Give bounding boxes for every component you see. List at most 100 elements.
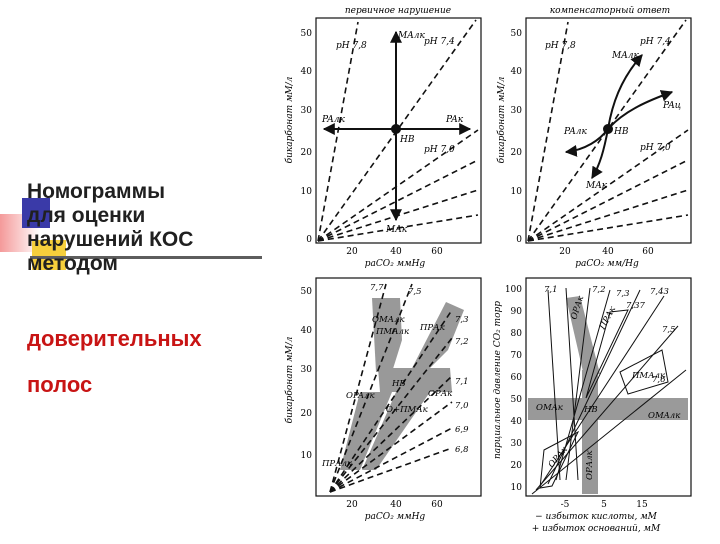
panel-4-ph-7-1: 7,1 — [544, 285, 558, 295]
panel-3-isopleth — [329, 283, 387, 493]
panel-2-isopleth — [527, 21, 569, 242]
title-line-2: для оценки — [27, 204, 146, 227]
panel-2-label-ph78: pH 7,8 — [545, 41, 576, 51]
panel-4: парциальное давление CO₂ торр 100 90 80 … — [493, 277, 692, 534]
title-line-1: Номограммы — [27, 180, 166, 203]
panel-4-label-nv: НВ — [583, 405, 598, 415]
panel-3-label-opmak: О+ПМАк — [386, 405, 429, 415]
title-line-4: методом — [27, 252, 118, 275]
panel-3-ylabel: бикарбонат мМ/л — [284, 336, 295, 423]
panel-3-xlabel: paCO₂ ммHg — [365, 512, 426, 522]
panel-1-isopleth — [317, 214, 479, 242]
panel-1-ytick-10: 10 — [301, 187, 313, 197]
panel-2-label-ralk: PAлк — [563, 127, 587, 137]
panel-3: бикарбонат мМ/л 50 40 30 20 10 20 40 60 … — [284, 277, 482, 522]
panel-2-ytick-20: 20 — [511, 148, 523, 158]
panel-4-frame — [525, 277, 692, 497]
panel-1-ylabel: бикарбонат мМ/л — [284, 76, 295, 163]
panel-2-ylabel: бикарбонат мМ/л — [496, 76, 507, 163]
panel-3-xtick-20: 20 — [346, 500, 358, 510]
panel-3-band — [362, 392, 430, 470]
panel-2-label-mak: MAк — [585, 181, 608, 191]
panel-2-ytick-40: 40 — [511, 67, 523, 77]
panel-3-ph-7-7: 7,7 — [370, 283, 384, 293]
panel-2-isopleth — [527, 159, 689, 242]
panel-1-xtick-60: 60 — [431, 247, 443, 257]
panel-4-ytick-40: 40 — [511, 417, 523, 427]
panel-4-isopleth — [535, 325, 679, 491]
panel-4-isopleth — [531, 369, 687, 495]
panel-3-xtick-60: 60 — [431, 500, 443, 510]
panel-1-label-ph70: pH 7,0 — [424, 145, 455, 155]
panel-3-ytick-10: 10 — [301, 451, 313, 461]
panel-3-ph-6-9: 6,9 — [455, 425, 469, 435]
panel-2-ytick-10: 10 — [511, 187, 523, 197]
panel-4-ytick-30: 30 — [511, 439, 523, 449]
panel-3-label-orak: ОРАк — [428, 389, 453, 399]
panel-4-region-prak — [585, 309, 629, 399]
panel-4-ph-7-37: 7,37 — [626, 301, 646, 311]
decor-yellow-square — [32, 240, 66, 270]
panel-1: первичное нарушение бикарбонат мМ/л 50 4… — [284, 6, 482, 269]
panel-1-label-ph78: pH 7,8 — [336, 41, 367, 51]
panel-2-title: компенсаторный ответ — [550, 6, 670, 16]
panel-4-ylabel: парциальное давление CO₂ торр — [493, 301, 503, 459]
panel-3-label-pralk: ПРАлк — [321, 459, 353, 469]
panel-4-ytick-90: 90 — [511, 307, 523, 317]
panel-2-ytick-50: 50 — [511, 29, 523, 39]
panel-2-isopleth — [527, 129, 689, 242]
panel-2-label-ph70: pH 7,0 — [640, 143, 671, 153]
panel-4-xtick-15: 15 — [636, 500, 648, 510]
panel-4-label-omalk: OMAлк — [648, 411, 681, 421]
panel-4-isopleth — [565, 287, 579, 481]
nomogram-svg: первичное нарушение бикарбонат мМ/л 50 4… — [284, 6, 692, 534]
panel-3-ytick-20: 20 — [301, 409, 313, 419]
panel-3-isopleth — [329, 375, 453, 493]
panel-1-isopleth — [317, 21, 359, 242]
panel-3-isopleth — [329, 401, 453, 493]
panel-4-ph-7-2: 7,2 — [592, 285, 606, 295]
panel-4-ytick-80: 80 — [511, 329, 523, 339]
panel-3-ph-7-3: 7,3 — [455, 315, 469, 325]
panel-1-ytick-20: 20 — [301, 148, 313, 158]
panel-3-ytick-40: 40 — [301, 326, 313, 336]
panel-3-label-omalk: ОМАлк — [372, 315, 406, 325]
panel-1-ytick-40: 40 — [301, 67, 313, 77]
panel-4-ytick-100: 100 — [505, 285, 522, 295]
panel-3-isopleth — [329, 447, 453, 493]
panel-2-label-malk: MAлк — [611, 51, 639, 61]
panel-4-ytick-60: 60 — [511, 373, 523, 383]
panel-2-xtick-60: 60 — [642, 247, 654, 257]
title-line-3: нарушений КОС — [27, 228, 194, 251]
panel-2-label-nv: HB — [613, 127, 629, 137]
panel-2-ytick-0: 0 — [516, 235, 522, 245]
panel-1-xtick-20: 20 — [346, 247, 358, 257]
subtitle-line-1: доверительных — [27, 326, 202, 351]
title-underline — [30, 256, 262, 259]
panel-2-curve-mak — [591, 128, 609, 180]
panel-4-ytick-50: 50 — [511, 395, 523, 405]
panel-4-isopleth — [547, 289, 561, 481]
panel-2: компенсаторный ответ бикарбонат мМ/л 50 … — [496, 6, 692, 269]
panel-4-ytick-70: 70 — [511, 351, 523, 361]
panel-3-ph-7-2: 7,2 — [455, 337, 469, 347]
slide-title: Номограммы для оценки нарушений КОС мето… — [27, 180, 267, 276]
panel-1-xlabel: paCO₂ ммHg — [365, 259, 426, 269]
panel-3-ph-7-5: 7,5 — [408, 287, 422, 297]
panel-2-normal-point — [603, 124, 613, 134]
panel-2-ytick-30: 30 — [511, 106, 523, 116]
panel-3-xtick-40: 40 — [390, 500, 402, 510]
panel-2-xlabel: paCO₂ мм/Hg — [575, 259, 639, 269]
nomogram-figure: первичное нарушение бикарбонат мМ/л 50 4… — [264, 0, 720, 540]
panel-3-ytick-30: 30 — [301, 365, 313, 375]
panel-2-curve-ra — [607, 90, 674, 130]
panel-4-ph-7-6: 7,6 — [652, 375, 666, 385]
panel-3-isopleth — [329, 337, 453, 493]
panel-2-curve-malk — [607, 54, 643, 130]
panel-1-normal-point — [391, 124, 401, 134]
panel-3-ph-6-8: 6,8 — [455, 445, 469, 455]
panel-4-label-prak: ПРАк — [597, 304, 618, 332]
panel-4-region-pmalk — [619, 349, 669, 395]
panel-3-isopleth — [329, 427, 453, 493]
panel-1-frame — [315, 17, 482, 244]
